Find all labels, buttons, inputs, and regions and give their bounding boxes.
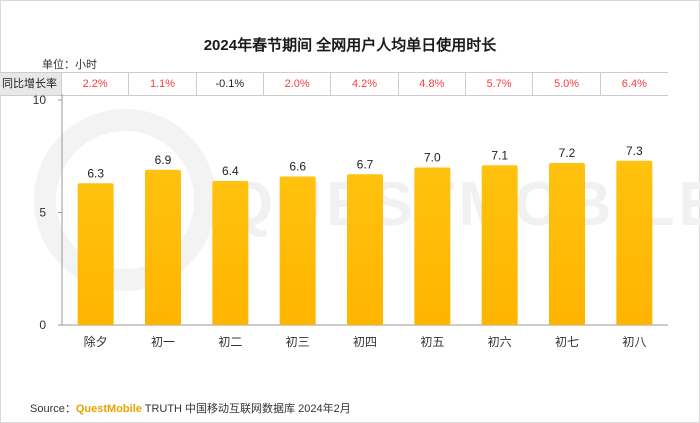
y-tick-label: 0 [39,318,46,332]
watermark-ring [34,109,216,291]
data-label-6: 7.0 [424,151,441,165]
x-tick-label-3: 初二 [218,335,242,349]
growth-rate-cell-2: 1.1% [129,73,197,95]
data-label-4: 6.6 [289,160,306,174]
x-tick-label-2: 初一 [151,335,175,349]
growth-rate-label: 同比增长率 [0,73,62,95]
source-text: TRUTH 中国移动互联网数据库 2024年2月 [141,403,351,415]
growth-rate-cell-9: 6.4% [621,78,647,90]
x-tick-label-6: 初五 [420,335,444,349]
x-tick-label-9: 初八 [622,335,646,349]
bar-3 [212,181,249,325]
source-prefix: Source： [30,403,76,415]
x-tick-label-4: 初三 [286,335,310,349]
data-label-7: 7.1 [491,148,508,162]
bar-2 [145,169,181,325]
growth-rate-cell-4: 2.0% [264,73,332,95]
growth-rate-cell-5: 4.2% [331,73,399,95]
chart-labels: 6.3 除夕 6.9 初一 6.4 初二 6.6 初三 6.7 初四 7.0 初五 7.1 初六 7.2 初七… [84,144,647,349]
x-tick-label-5: 初四 [353,335,377,349]
bar-series [77,160,653,325]
y-tick-label: 5 [39,206,46,220]
bar-5 [347,174,383,325]
data-label-3: 6.4 [222,164,239,178]
growth-rate-row: 同比增长率 2.2% 1.1% -0.1% 2.0% 4.2% 4.8% 5.7% 5.0% 6… [0,72,668,96]
x-tick-label-8: 初七 [555,335,579,349]
bar-6 [414,167,451,325]
source-note: Source：QuestMobile TRUTH 中国移动互联网数据库 2024… [30,400,351,416]
x-tick-label-1: 除夕 [84,334,108,349]
data-label-1: 6.3 [87,166,104,180]
unit-label: 单位：小时 [42,59,97,71]
growth-rate-cell-8: 5.0% [533,73,601,95]
chart-title: 2024年春节期间 全网用户人均单日使用时长 [203,37,497,54]
bar-8 [549,163,585,325]
growth-rate-cell-6: 4.8% [399,73,466,95]
bar-1 [77,183,114,325]
y-tick-label: 10 [33,93,47,107]
bar-9 [616,160,653,325]
data-label-9: 7.3 [626,144,643,158]
data-label-2: 6.9 [155,153,172,167]
bar-7 [481,165,518,325]
growth-rate-cell-3: -0.1% [197,73,264,95]
data-label-8: 7.2 [559,146,576,160]
growth-rate-cell-7: 5.7% [466,73,534,95]
x-tick-label-7: 初六 [488,335,512,349]
data-label-5: 6.7 [357,157,374,171]
bar-4 [279,176,316,325]
source-brand: QuestMobile [75,403,142,415]
growth-rate-cell-1: 2.2% [62,73,130,95]
